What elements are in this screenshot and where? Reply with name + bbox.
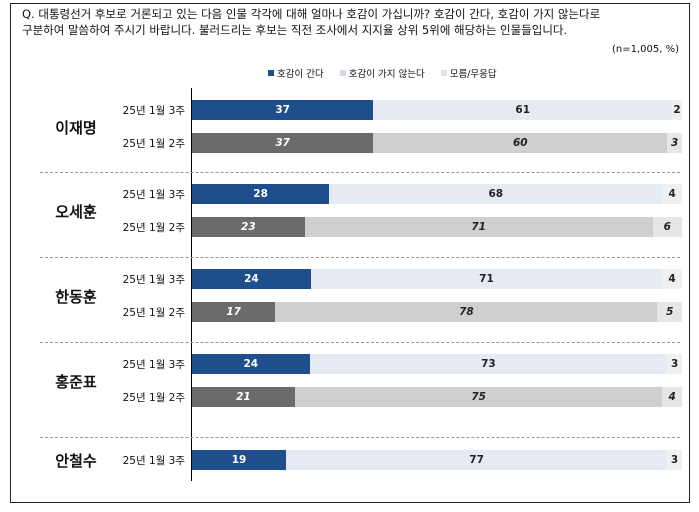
bar-segment-like: 17: [192, 302, 276, 322]
bar-segment-dontknow: 6: [652, 217, 682, 237]
question-line-2: 구분하여 말씀하여 주시기 바랍니다. 불러드리는 후보는 직전 조사에서 지지…: [22, 23, 568, 37]
chart-axis: [191, 88, 192, 481]
group-separator: [40, 342, 680, 343]
period-label: 25년 1월 2주: [122, 222, 185, 234]
stacked-bar: 37 61 2: [192, 100, 682, 120]
bar-segment-dislike: 68: [329, 184, 663, 204]
data-label: 68: [488, 188, 504, 200]
question-line-1: Q. 대통령선거 후보로 거론되고 있는 다음 인물 각각에 대해 얼마나 호감…: [22, 7, 601, 21]
data-label: 19: [231, 454, 247, 466]
data-label: 77: [469, 454, 484, 466]
bar-segment-like: 19: [192, 450, 287, 470]
person-name: 한동훈: [55, 287, 97, 306]
data-label: 24: [243, 358, 259, 370]
data-label: 75: [471, 391, 486, 403]
legend-item-dontknow: 모름/무응답: [440, 66, 497, 80]
data-label: 23: [241, 221, 256, 233]
data-label: 73: [481, 358, 496, 370]
data-label: 37: [275, 104, 290, 116]
bar-segment-dislike: 60: [373, 133, 668, 153]
legend: 호감이 간다 호감이 가지 않는다 모름/무응답: [268, 66, 497, 80]
period-label: 25년 1월 2주: [122, 307, 185, 319]
bar-segment-like: 37: [192, 133, 374, 153]
person-name: 안철수: [55, 452, 97, 470]
bar-segment-dontknow: 5: [657, 302, 682, 322]
data-label: 6: [663, 221, 671, 233]
bar-segment-like: 24: [192, 354, 310, 374]
stacked-bar: 23 71 6: [192, 217, 682, 237]
group-separator: [40, 437, 680, 438]
period-label: 25년 1월 3주: [122, 274, 185, 286]
chart-frame: [10, 3, 690, 503]
stacked-bar: 24 73 3: [192, 354, 682, 374]
person-name: 오세훈: [55, 202, 97, 221]
period-label: 25년 1월 2주: [122, 138, 185, 150]
stacked-bar: 17 78 5: [192, 302, 682, 322]
bar-segment-dontknow: 4: [662, 269, 682, 289]
legend-swatch-like: [268, 70, 274, 76]
data-label: 2: [673, 104, 681, 116]
data-label: 28: [253, 188, 268, 200]
person-name: 홍준표: [55, 372, 97, 391]
group-separator: [40, 257, 680, 258]
data-label: 71: [471, 221, 486, 233]
bar-segment-dontknow: 3: [667, 354, 682, 374]
bar-segment-dislike: 75: [294, 387, 663, 407]
question-text: Q. 대통령선거 후보로 거론되고 있는 다음 인물 각각에 대해 얼마나 호감…: [22, 6, 682, 38]
period-label: 25년 1월 2주: [122, 392, 185, 404]
data-label: 5: [666, 306, 674, 318]
data-label: 3: [670, 358, 679, 370]
bar-segment-like: 23: [192, 217, 305, 237]
data-label: 17: [226, 306, 241, 318]
group-separator: [40, 172, 680, 173]
stacked-bar: 21 75 4: [192, 387, 682, 407]
data-label: 78: [459, 306, 474, 318]
data-label: 61: [515, 104, 531, 116]
period-label: 25년 1월 3주: [122, 359, 185, 371]
bar-segment-dontknow: 3: [667, 450, 682, 470]
stacked-bar: 24 71 4: [192, 269, 682, 289]
bar-segment-dislike: 78: [275, 302, 658, 322]
bar-segment-like: 37: [192, 100, 374, 120]
bar-segment-dontknow: 3: [667, 133, 682, 153]
bar-segment-dislike: 77: [286, 450, 668, 470]
bar-segment-dislike: 71: [310, 269, 663, 289]
data-label: 37: [275, 137, 290, 149]
person-name: 이재명: [55, 118, 97, 137]
legend-item-like: 호감이 간다: [268, 66, 324, 80]
period-label: 25년 1월 3주: [122, 189, 185, 201]
data-label: 4: [668, 188, 676, 200]
bar-segment-dontknow: 4: [662, 387, 682, 407]
data-label: 3: [670, 137, 679, 149]
period-label: 25년 1월 3주: [122, 455, 185, 467]
data-label: 4: [668, 273, 676, 285]
stacked-bar: 19 77 3: [192, 450, 682, 470]
legend-swatch-dislike: [339, 70, 346, 76]
legend-item-dislike: 호감이 가지 않는다: [339, 66, 425, 80]
sample-note: (n=1,005, %): [611, 44, 679, 55]
stacked-bar: 28 68 4: [192, 184, 682, 204]
legend-label-dontknow: 모름/무응답: [449, 69, 497, 80]
legend-label-like: 호감이 간다: [277, 69, 324, 80]
period-label: 25년 1월 3주: [122, 105, 185, 117]
bar-segment-like: 21: [192, 387, 295, 407]
data-label: 3: [670, 454, 679, 466]
legend-swatch-dontknow: [440, 70, 447, 76]
legend-label-dislike: 호감이 가지 않는다: [348, 69, 425, 80]
bar-segment-dontknow: 2: [672, 100, 682, 120]
data-label: 21: [236, 391, 251, 403]
bar-segment-like: 24: [192, 269, 311, 289]
bar-segment-dontknow: 4: [662, 184, 682, 204]
bar-segment-like: 28: [192, 184, 330, 204]
data-label: 4: [668, 391, 676, 403]
data-label: 24: [244, 273, 259, 285]
bar-segment-dislike: 73: [309, 354, 668, 374]
data-label: 60: [512, 137, 528, 149]
bar-segment-dislike: 71: [304, 217, 653, 237]
bar-segment-dislike: 61: [373, 100, 673, 120]
stacked-bar: 37 60 3: [192, 133, 682, 153]
data-label: 71: [479, 273, 494, 285]
